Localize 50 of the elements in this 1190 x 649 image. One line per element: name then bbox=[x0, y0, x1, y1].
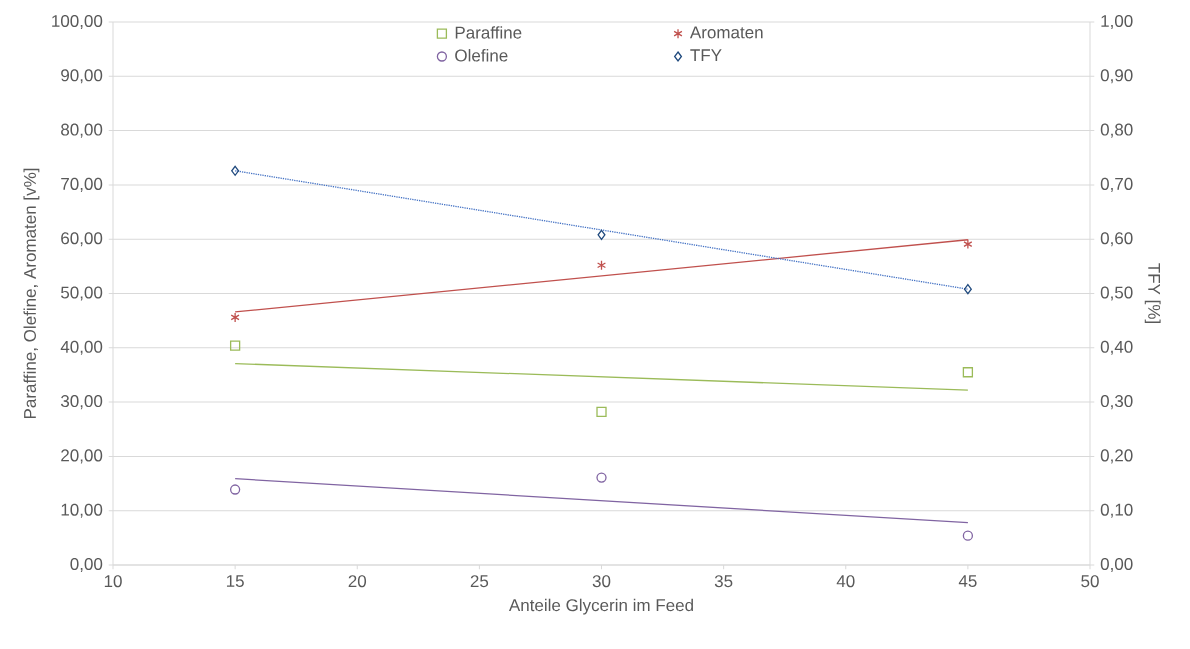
y-tick-label: 50,00 bbox=[61, 286, 103, 301]
y-tick-label: 100,00 bbox=[52, 14, 103, 30]
y-tick-label: 40,00 bbox=[60, 340, 103, 355]
y-tick-label: 60,00 bbox=[61, 232, 103, 247]
y-tick-label: 90,00 bbox=[61, 69, 103, 84]
y2-tick-label: 0,80 bbox=[1100, 123, 1133, 138]
x-tick-label: 20 bbox=[348, 575, 367, 588]
y2-tick-label: 0,30 bbox=[1100, 395, 1133, 410]
y2-tick-label: 0,40 bbox=[1100, 340, 1133, 355]
y-axis-title: Paraffine, Olefine, Aromaten [v%] bbox=[23, 168, 40, 419]
point bbox=[230, 312, 240, 323]
y2-tick-label: 0,00 bbox=[1100, 557, 1133, 573]
y2-tick-label: 0,50 bbox=[1100, 286, 1133, 301]
point bbox=[597, 229, 606, 240]
x-tick-label: 45 bbox=[958, 575, 977, 587]
legend-label: Paraffine bbox=[455, 26, 522, 39]
y2-tick-label: 0,70 bbox=[1100, 177, 1133, 192]
y2-tick-label: 0,60 bbox=[1100, 232, 1133, 247]
point bbox=[963, 284, 972, 295]
y2-tick-label: 1,00 bbox=[1101, 14, 1133, 30]
x-tick-label: 10 bbox=[104, 575, 122, 588]
point bbox=[596, 260, 607, 271]
point bbox=[962, 367, 974, 378]
point bbox=[962, 530, 974, 541]
point bbox=[963, 238, 973, 250]
x-tick-label: 30 bbox=[592, 575, 611, 588]
point bbox=[229, 484, 241, 495]
y-tick-label: 70,00 bbox=[61, 177, 103, 192]
point bbox=[231, 165, 240, 176]
point bbox=[229, 340, 241, 351]
x-tick-label: 25 bbox=[470, 575, 489, 588]
x-tick-label: 40 bbox=[836, 575, 855, 588]
y-tick-label: 20,00 bbox=[61, 449, 103, 464]
point bbox=[596, 472, 607, 483]
x-tick-label: 35 bbox=[714, 575, 733, 588]
legend-label: Olefine bbox=[455, 49, 508, 62]
x-tick-label: 50 bbox=[1081, 575, 1099, 588]
y-tick-label: 80,00 bbox=[61, 123, 103, 138]
y2-axis-title: TFY [%] bbox=[1144, 263, 1161, 323]
x-tick-label: 15 bbox=[226, 575, 244, 587]
x-axis-title: Anteile Glycerin im Feed bbox=[508, 598, 693, 615]
y2-tick-label: 0,20 bbox=[1100, 449, 1133, 464]
legend-label: TFY bbox=[690, 49, 722, 62]
y2-tick-label: 0,10 bbox=[1100, 503, 1133, 518]
legend-label: Aromaten bbox=[689, 26, 763, 39]
point bbox=[596, 406, 607, 418]
y-tick-label: 10,00 bbox=[61, 503, 103, 518]
y-tick-label: 0,00 bbox=[70, 557, 103, 573]
y2-tick-label: 0,90 bbox=[1100, 69, 1133, 84]
y-tick-label: 30,00 bbox=[60, 395, 103, 410]
